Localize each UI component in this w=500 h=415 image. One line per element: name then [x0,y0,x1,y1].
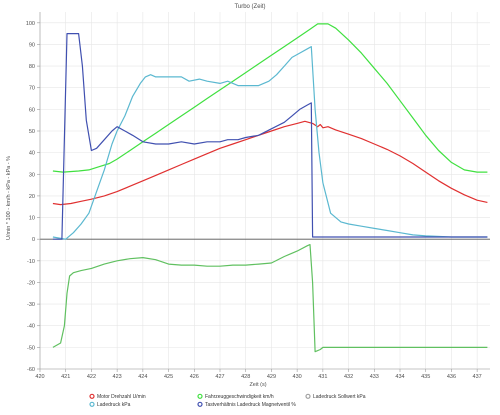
y-tick-label: 50 [29,129,35,135]
legend-marker [305,393,311,399]
chart-title: Turbo (Zeit) [234,4,265,10]
x-tick-label: 424 [138,374,147,380]
y-tick-label: -40 [27,324,35,330]
x-axis-label: Zeit (s) [249,382,266,388]
y-tick-label: -10 [27,259,35,265]
series-line-3 [52,45,488,240]
y-tick-label: 20 [29,194,35,200]
y-tick-label: 10 [29,216,35,222]
legend-marker [89,393,95,399]
y-tick-label: -30 [27,302,35,308]
series-line-4 [52,32,488,240]
x-tick-label: 432 [344,374,353,380]
x-tick-label: 431 [318,374,327,380]
y-tick-label: 90 [29,42,35,48]
legend-entry-label: Ladedruck kPa [97,402,131,408]
legend-marker [197,401,203,407]
y-tick-label: 80 [29,64,35,70]
y-tick-label: 70 [29,86,35,92]
x-tick-label: 427 [215,374,224,380]
x-tick-label: 436 [447,374,456,380]
x-tick-label: 428 [241,374,250,380]
x-tick-label: 421 [61,374,70,380]
legend-entry-label: Tastverhältnis Ladedruck Magnetventil % [205,402,296,408]
x-tick-label: 437 [473,374,482,380]
x-tick-label: 420 [35,374,44,380]
legend-entry-label: Ladedruck Sollwert kPa [313,394,366,400]
x-tick-label: 422 [87,374,96,380]
y-tick-label: 100 [26,21,35,27]
y-tick-label: 60 [29,107,35,113]
y-tick-label: -20 [27,280,35,286]
plot-area [52,23,488,353]
x-tick-label: 430 [293,374,302,380]
x-tick-label: 423 [113,374,122,380]
x-tick-label: 435 [421,374,430,380]
y-axis-label: U/min * 100 - km/h - kPa - kPa - % [6,156,12,240]
x-tick-label: 426 [190,374,199,380]
y-tick-label: -60 [27,367,35,373]
series-line-1 [52,23,488,173]
x-tick-label: 434 [395,374,404,380]
x-tick-label: 433 [370,374,379,380]
series-line-0 [52,120,488,206]
x-tick-label: 425 [164,374,173,380]
y-tick-label: 40 [29,151,35,157]
legend: Motor Drehzahl U/min Fahrzeuggeschwindigk… [89,393,366,408]
legend-entry-label: Fahrzeuggeschwindigkeit km/h [205,394,274,400]
y-tick-label: 0 [32,237,35,243]
legend-entry-label: Motor Drehzahl U/min [97,394,146,400]
x-tick-label: 429 [267,374,276,380]
y-tick-label: 30 [29,172,35,178]
legend-marker [197,393,203,399]
series-line-5 [52,244,488,353]
y-tick-label: -50 [27,345,35,351]
axes: 420 421 422 423 424 425 426 427 428 429 430 431 432 4… [26,12,490,380]
legend-marker [89,401,95,407]
